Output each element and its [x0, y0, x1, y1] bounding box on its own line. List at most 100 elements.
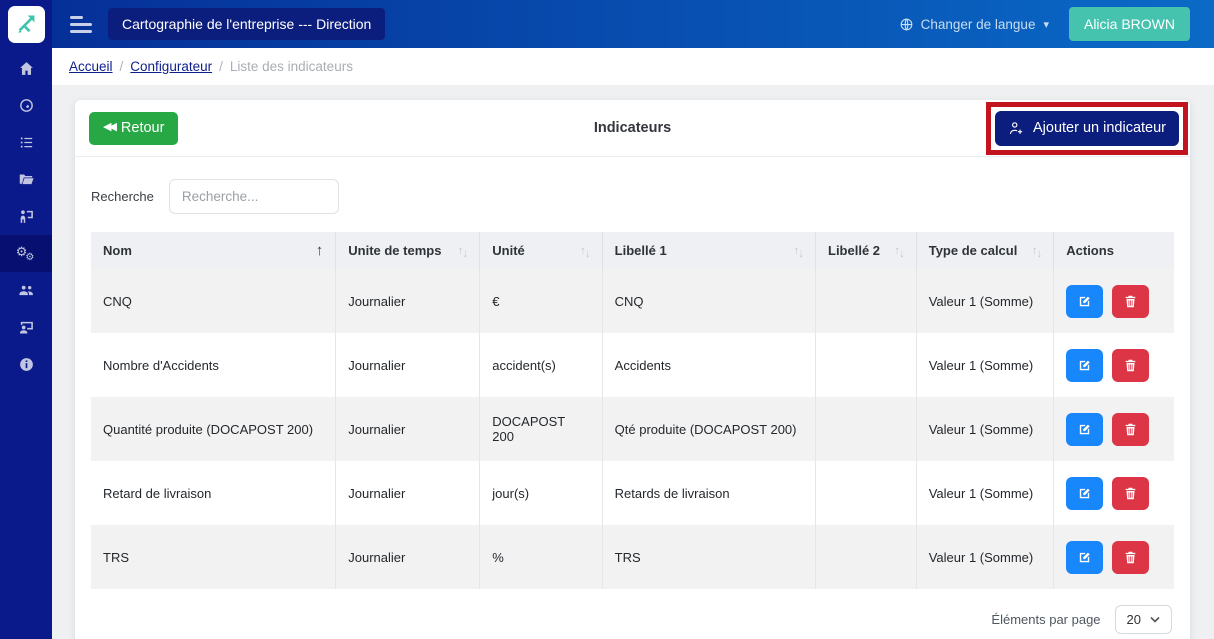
indicators-card: ◀◀ Retour Indicateurs Ajouter un indicat…	[75, 100, 1190, 639]
edit-icon	[1080, 487, 1092, 498]
breadcrumb-separator: /	[119, 59, 124, 74]
app-logo[interactable]	[0, 0, 52, 48]
cell-unite: accident(s)	[479, 333, 603, 397]
cell-libelle1: Qté produite (DOCAPOST 200)	[601, 397, 816, 461]
chevron-down-icon: ▾	[1043, 18, 1049, 31]
table-body: CNQ Journalier € CNQ Valeur 1 (Somme) Nombre …	[91, 269, 1174, 589]
sidebar-item-supervision[interactable]	[0, 309, 52, 346]
sort-asc-icon: ↑	[315, 242, 324, 259]
trash-icon	[1125, 359, 1136, 371]
table-header-row: Nom ↑ Unite de temps ↑↓ Unité ↑↓ Libellé 1 ↑↓ Li…	[91, 232, 1174, 269]
sidebar-item-users[interactable]	[0, 272, 52, 309]
cell-type_calcul: Valeur 1 (Somme)	[915, 269, 1054, 333]
cell-unite_temps: Journalier	[335, 525, 480, 589]
sidebar-item-training[interactable]	[0, 198, 52, 235]
page-size-select[interactable]: 20	[1114, 605, 1172, 634]
user-screen-icon	[19, 321, 33, 334]
chevron-down-icon	[1150, 616, 1160, 623]
globe-icon	[900, 17, 912, 31]
cell-unite_temps: Journalier	[335, 269, 480, 333]
add-indicator-label: Ajouter un indicateur	[1033, 120, 1166, 136]
cell-actions	[1053, 333, 1174, 397]
column-header[interactable]: Libellé 2 ↑↓	[815, 232, 917, 269]
edit-button[interactable]	[1066, 476, 1104, 510]
sort-icon: ↑↓	[894, 244, 904, 260]
cell-nom: Quantité produite (DOCAPOST 200)	[103, 421, 314, 437]
sidebar-item-list[interactable]	[0, 124, 52, 161]
indicators-table: Nom ↑ Unite de temps ↑↓ Unité ↑↓ Libellé 1 ↑↓ Li…	[91, 232, 1174, 589]
cell-libelle1: TRS	[601, 525, 816, 589]
cell-actions	[1053, 461, 1174, 525]
breadcrumb: Accueil / Configurateur / Liste des indi…	[52, 48, 1214, 85]
column-header[interactable]: Type de calcul ↑↓	[915, 232, 1054, 269]
sidebar-item-configurator[interactable]: ⚙⚙	[0, 235, 52, 272]
column-header[interactable]: Libellé 1 ↑↓	[601, 232, 816, 269]
delete-button[interactable]	[1112, 540, 1150, 574]
list-icon	[20, 137, 32, 148]
edit-button[interactable]	[1066, 284, 1104, 318]
table-row: TRS Journalier% TRS Valeur 1 (Somme)	[91, 525, 1174, 589]
column-header[interactable]: Unite de temps ↑↓	[335, 232, 480, 269]
cell-nom: CNQ	[103, 293, 132, 309]
cell-libelle2	[815, 461, 917, 525]
cell-unite: €	[479, 269, 603, 333]
column-header-label: Unite de temps	[348, 243, 442, 258]
column-header-label: Nom	[103, 243, 132, 258]
person-presentation-icon	[20, 210, 33, 223]
app-title: Cartographie de l'entreprise --- Directi…	[108, 8, 386, 40]
language-switcher[interactable]: Changer de langue ▾	[899, 17, 1049, 32]
trash-icon	[1125, 295, 1136, 307]
search-input[interactable]	[168, 179, 339, 214]
breadcrumb-link-accueil[interactable]: Accueil	[69, 59, 113, 74]
sidebar-item-about[interactable]	[0, 346, 52, 383]
breadcrumb-current-page: Liste des indicateurs	[229, 59, 353, 74]
sidebar-item-home[interactable]	[0, 50, 52, 87]
cell-type_calcul: Valeur 1 (Somme)	[915, 525, 1054, 589]
cell-type_calcul: Valeur 1 (Somme)	[915, 333, 1054, 397]
cell-unite_temps: Journalier	[335, 333, 480, 397]
person-plus-icon	[1009, 121, 1023, 134]
sort-icon: ↑↓	[1031, 244, 1042, 260]
delete-button[interactable]	[1112, 348, 1150, 382]
add-indicator-button[interactable]: Ajouter un indicateur	[995, 110, 1179, 146]
table-row: Nombre d'Accidents Journalier accident(s) A…	[91, 333, 1174, 397]
trash-icon	[1125, 551, 1136, 563]
cell-type_calcul: Valeur 1 (Somme)	[915, 397, 1054, 461]
table-row: Retard de livraison Journalier jour(s) Reta…	[91, 461, 1174, 525]
sidebar-item-folders[interactable]	[0, 161, 52, 198]
delete-button[interactable]	[1112, 476, 1150, 510]
breadcrumb-link-configurateur[interactable]: Configurateur	[130, 59, 213, 74]
cell-libelle1: CNQ	[601, 269, 816, 333]
column-header-label: Libellé 2	[828, 243, 881, 258]
edit-button[interactable]	[1066, 412, 1104, 446]
edit-button[interactable]	[1066, 540, 1104, 574]
trash-icon	[1125, 423, 1136, 435]
main-content: Accueil / Configurateur / Liste des indi…	[52, 48, 1214, 639]
column-header-label: Type de calcul	[928, 243, 1018, 258]
back-button[interactable]: ◀◀ Retour	[89, 111, 179, 145]
cell-unite: DOCAPOST 200	[479, 397, 603, 461]
rewind-icon: ◀◀	[103, 121, 117, 133]
cell-type_calcul: Valeur 1 (Somme)	[915, 461, 1054, 525]
user-account-button[interactable]: Alicia BROWN	[1068, 7, 1190, 41]
annotation-highlight-box: Ajouter un indicateur	[986, 101, 1188, 155]
topbar: Cartographie de l'entreprise --- Directi…	[0, 0, 1214, 48]
sidebar-item-dashboard[interactable]	[0, 87, 52, 124]
cell-libelle2	[815, 525, 917, 589]
delete-button[interactable]	[1112, 284, 1150, 318]
cell-libelle1: Retards de livraison	[601, 461, 816, 525]
info-icon	[19, 358, 33, 371]
column-header[interactable]: Nom ↑	[91, 232, 336, 269]
edit-button[interactable]	[1066, 348, 1104, 382]
delete-button[interactable]	[1112, 412, 1150, 446]
cell-actions	[1053, 525, 1174, 589]
column-header[interactable]: Unité ↑↓	[479, 232, 603, 269]
cell-libelle2	[815, 333, 917, 397]
search-label: Recherche	[91, 189, 154, 204]
sidebar: ⚙⚙	[0, 48, 52, 639]
menu-toggle-icon[interactable]	[70, 15, 92, 33]
sort-icon: ↑↓	[457, 244, 468, 260]
cell-unite_temps: Journalier	[335, 397, 480, 461]
folder-open-icon	[19, 174, 34, 185]
cell-nom: Retard de livraison	[103, 485, 212, 501]
